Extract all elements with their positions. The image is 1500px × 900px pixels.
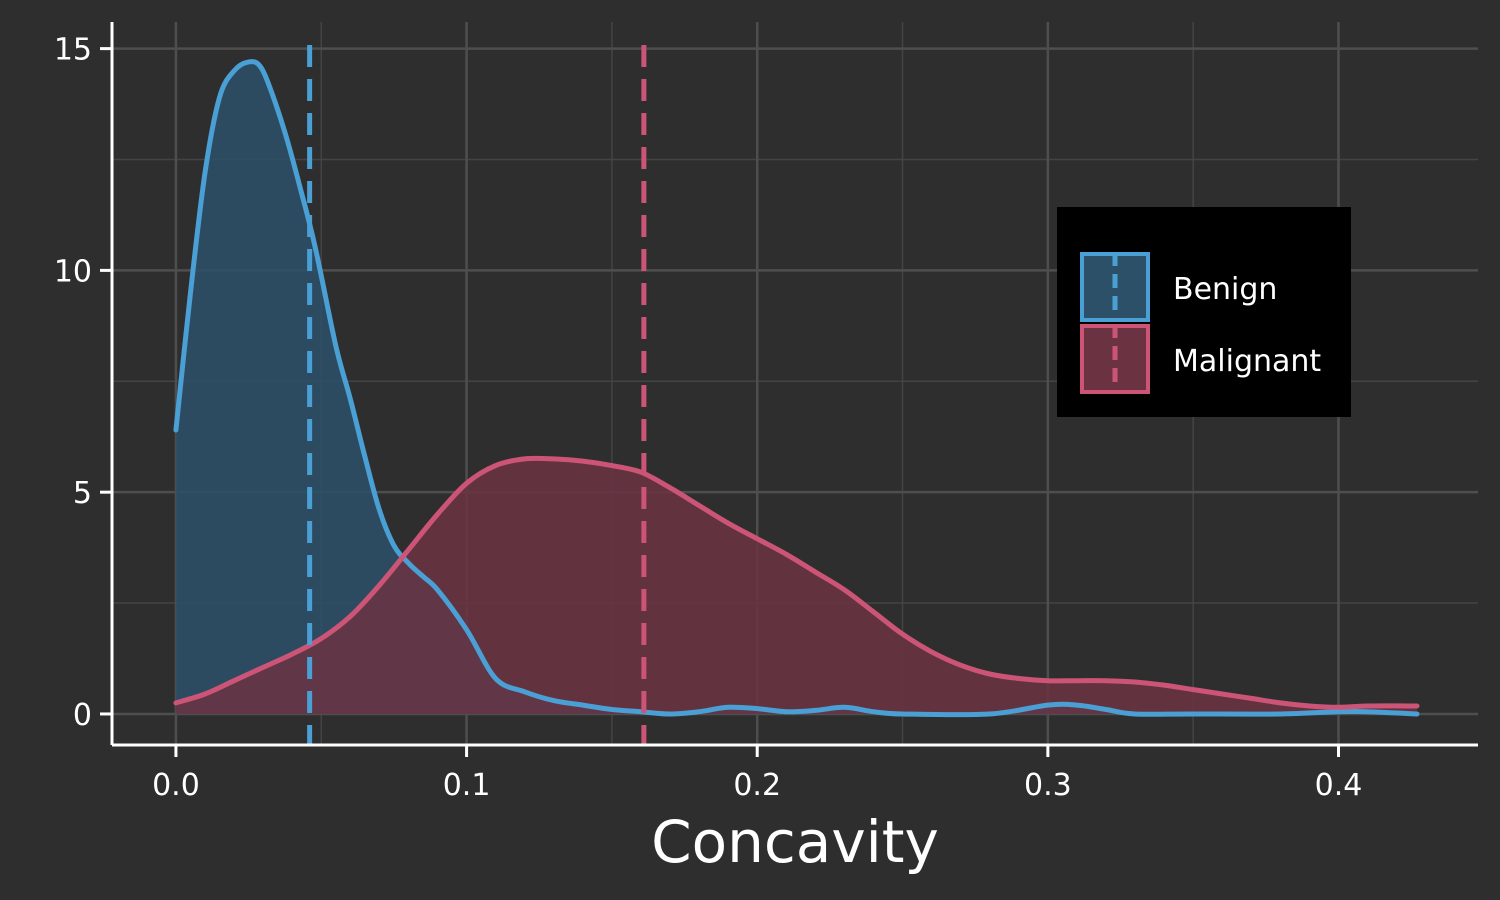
x-axis-title: Concavity	[651, 808, 939, 876]
x-ticks: 0.0 0.1 0.2 0.3 0.4	[152, 745, 1362, 803]
y-tick-label: 0	[73, 698, 92, 733]
axes	[110, 22, 1478, 747]
malignant-density-line	[173, 455, 1420, 710]
malignant-density-area	[175, 458, 1417, 714]
y-ticks: 0 5 10 15	[54, 33, 112, 733]
mean-lines	[307, 45, 647, 745]
x-tick-label: 0.3	[1024, 768, 1072, 803]
y-tick-label: 15	[54, 33, 92, 68]
grid-lines	[112, 22, 1478, 745]
legend: Benign Malignant	[1057, 207, 1351, 417]
x-tick-label: 0.2	[733, 768, 781, 803]
x-tick-label: 0.4	[1315, 768, 1363, 803]
y-tick-label: 5	[73, 476, 92, 511]
density-areas	[173, 59, 1420, 718]
benign-density-line	[173, 59, 1420, 718]
benign-legend-label: Benign	[1173, 272, 1277, 307]
malignant-legend-label: Malignant	[1173, 344, 1321, 379]
x-tick-label: 0.0	[152, 768, 200, 803]
x-tick-label: 0.1	[443, 768, 491, 803]
y-tick-label: 10	[54, 254, 92, 289]
